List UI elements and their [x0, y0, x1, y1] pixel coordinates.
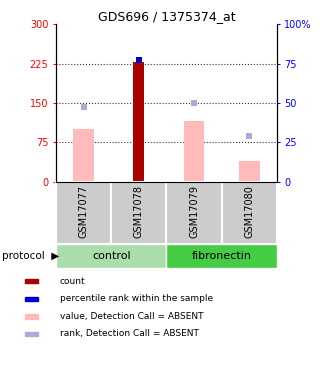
Bar	[25, 279, 38, 284]
Text: rank, Detection Call = ABSENT: rank, Detection Call = ABSENT	[60, 329, 199, 338]
Bar	[239, 161, 260, 182]
Text: GSM17080: GSM17080	[244, 185, 254, 238]
Bar	[25, 332, 38, 336]
Text: control: control	[92, 251, 131, 261]
Bar	[56, 244, 166, 268]
Text: value, Detection Call = ABSENT: value, Detection Call = ABSENT	[60, 312, 203, 321]
Bar	[25, 297, 38, 301]
Text: GSM17079: GSM17079	[189, 185, 199, 238]
Text: fibronectin: fibronectin	[192, 251, 252, 261]
Bar	[166, 182, 222, 244]
Text: percentile rank within the sample: percentile rank within the sample	[60, 294, 213, 303]
Bar	[25, 314, 38, 319]
Bar	[56, 182, 111, 244]
Text: protocol  ▶: protocol ▶	[2, 251, 59, 261]
Bar	[111, 182, 166, 244]
Bar	[221, 182, 277, 244]
Text: GSM17078: GSM17078	[134, 185, 144, 238]
Bar	[133, 62, 144, 182]
Title: GDS696 / 1375374_at: GDS696 / 1375374_at	[98, 10, 235, 23]
Bar	[183, 122, 204, 182]
Bar	[73, 129, 94, 182]
Text: GSM17077: GSM17077	[79, 185, 89, 238]
Text: count: count	[60, 277, 85, 286]
Bar	[166, 244, 277, 268]
